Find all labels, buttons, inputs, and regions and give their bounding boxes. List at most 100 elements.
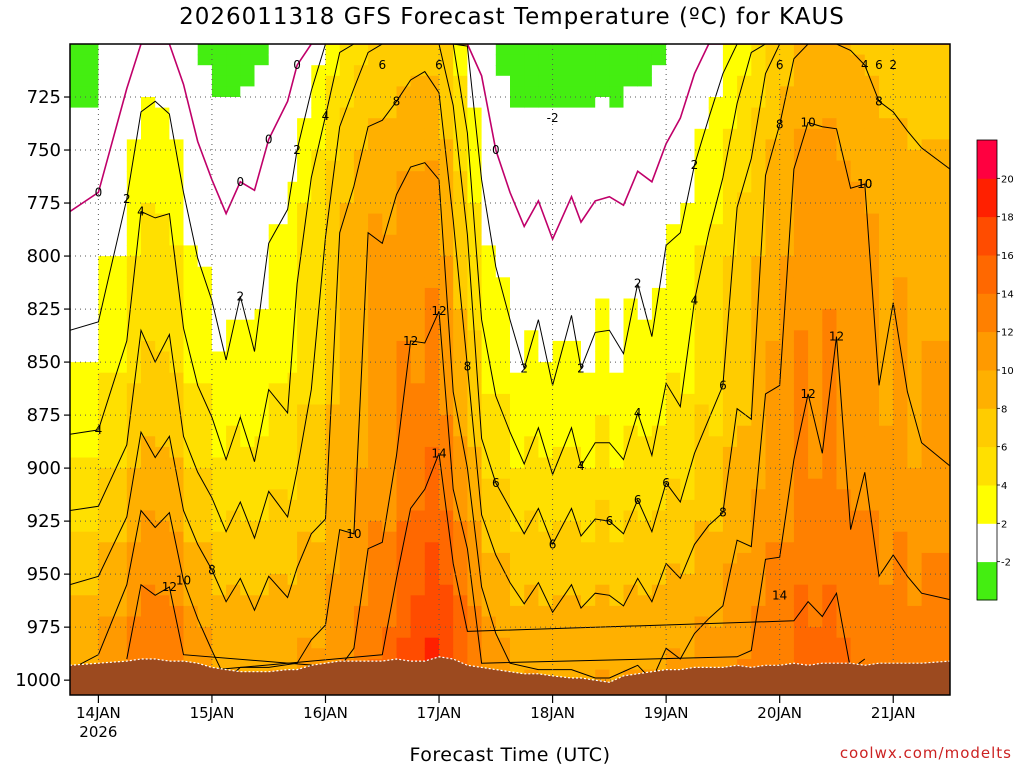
temperature-cell (424, 192, 440, 204)
temperature-cell (921, 436, 950, 448)
temperature-cell (287, 616, 298, 628)
temperature-cell (921, 393, 950, 406)
temperature-cell (680, 457, 696, 469)
temperature-cell (410, 65, 426, 77)
contour-label: 6 (634, 493, 642, 507)
temperature-cell (609, 128, 625, 140)
temperature-cell (907, 383, 923, 395)
temperature-cell (524, 531, 539, 543)
temperature-cell (197, 245, 213, 257)
temperature-cell (183, 340, 199, 353)
temperature-cell (850, 107, 866, 119)
temperature-cell (339, 181, 355, 193)
temperature-cell (793, 499, 809, 512)
temperature-cell (571, 234, 582, 246)
temperature-cell (126, 521, 142, 533)
temperature-cell (98, 86, 128, 98)
temperature-cell (439, 627, 454, 639)
temperature-cell (70, 75, 99, 87)
temperature-cell (155, 160, 170, 172)
temperature-cell (850, 383, 866, 395)
temperature-cell (907, 213, 923, 225)
temperature-cell (240, 44, 256, 56)
temperature-cell (197, 489, 213, 501)
temperature-cell (495, 54, 511, 66)
temperature-cell (155, 595, 170, 607)
temperature-cell (694, 510, 710, 522)
colorbar-swatch (977, 446, 997, 486)
temperature-cell (510, 415, 525, 427)
temperature-cell (396, 595, 412, 607)
temperature-cell (211, 213, 227, 225)
temperature-cell (623, 616, 639, 628)
temperature-cell (666, 86, 681, 98)
temperature-cell (571, 351, 582, 363)
temperature-cell (467, 659, 483, 671)
temperature-cell (396, 298, 412, 310)
temperature-cell (765, 627, 781, 639)
temperature-cell (666, 203, 681, 215)
temperature-cell (368, 224, 383, 236)
temperature-cell (793, 203, 809, 215)
temperature-cell (751, 171, 767, 183)
temperature-cell (651, 287, 667, 300)
temperature-cell (155, 245, 170, 257)
temperature-cell (141, 372, 156, 384)
temperature-cell (396, 340, 412, 353)
temperature-cell (439, 309, 454, 321)
temperature-cell (467, 362, 483, 374)
temperature-cell (197, 457, 213, 469)
temperature-cell (353, 489, 369, 501)
temperature-cell (254, 552, 270, 565)
temperature-cell (694, 595, 710, 607)
temperature-cell (424, 499, 440, 512)
temperature-cell (396, 118, 412, 130)
temperature-cell (268, 128, 289, 140)
temperature-cell (808, 150, 823, 162)
temperature-cell (907, 139, 923, 151)
temperature-cell (396, 489, 412, 501)
temperature-cell (169, 595, 185, 607)
temperature-cell (240, 118, 256, 130)
temperature-cell (368, 54, 383, 66)
temperature-cell (439, 192, 454, 204)
temperature-cell (666, 489, 681, 501)
temperature-cell (183, 468, 199, 480)
temperature-cell (368, 181, 383, 193)
temperature-cell (708, 499, 724, 512)
temperature-cell (907, 510, 923, 522)
temperature-cell (126, 489, 142, 501)
temperature-cell (396, 425, 412, 437)
temperature-cell (609, 457, 625, 469)
temperature-cell (708, 171, 724, 183)
temperature-cell (552, 340, 573, 353)
temperature-cell (595, 266, 610, 278)
temperature-cell (864, 627, 880, 639)
temperature-cell (424, 54, 440, 66)
temperature-cell (708, 595, 724, 607)
temperature-cell (410, 75, 426, 87)
temperature-cell (495, 552, 511, 565)
temperature-cell (467, 574, 483, 586)
temperature-cell (211, 75, 227, 87)
temperature-cell (666, 563, 681, 575)
temperature-cell (722, 468, 738, 480)
temperature-cell (311, 54, 327, 66)
temperature-cell (467, 319, 483, 331)
temperature-cell (708, 584, 724, 596)
temperature-cell (571, 86, 582, 98)
temperature-cell (836, 171, 852, 183)
temperature-cell (155, 203, 170, 215)
temperature-cell (453, 616, 468, 628)
temperature-cell (571, 436, 582, 448)
temperature-cell (893, 86, 908, 98)
temperature-cell (98, 319, 128, 331)
temperature-cell (325, 340, 341, 353)
temperature-cell (651, 234, 667, 246)
temperature-cell (666, 150, 681, 162)
temperature-cell (197, 54, 213, 66)
temperature-cell (169, 192, 185, 204)
temperature-cell (552, 309, 573, 321)
temperature-cell (211, 277, 227, 289)
temperature-cell (822, 552, 838, 565)
